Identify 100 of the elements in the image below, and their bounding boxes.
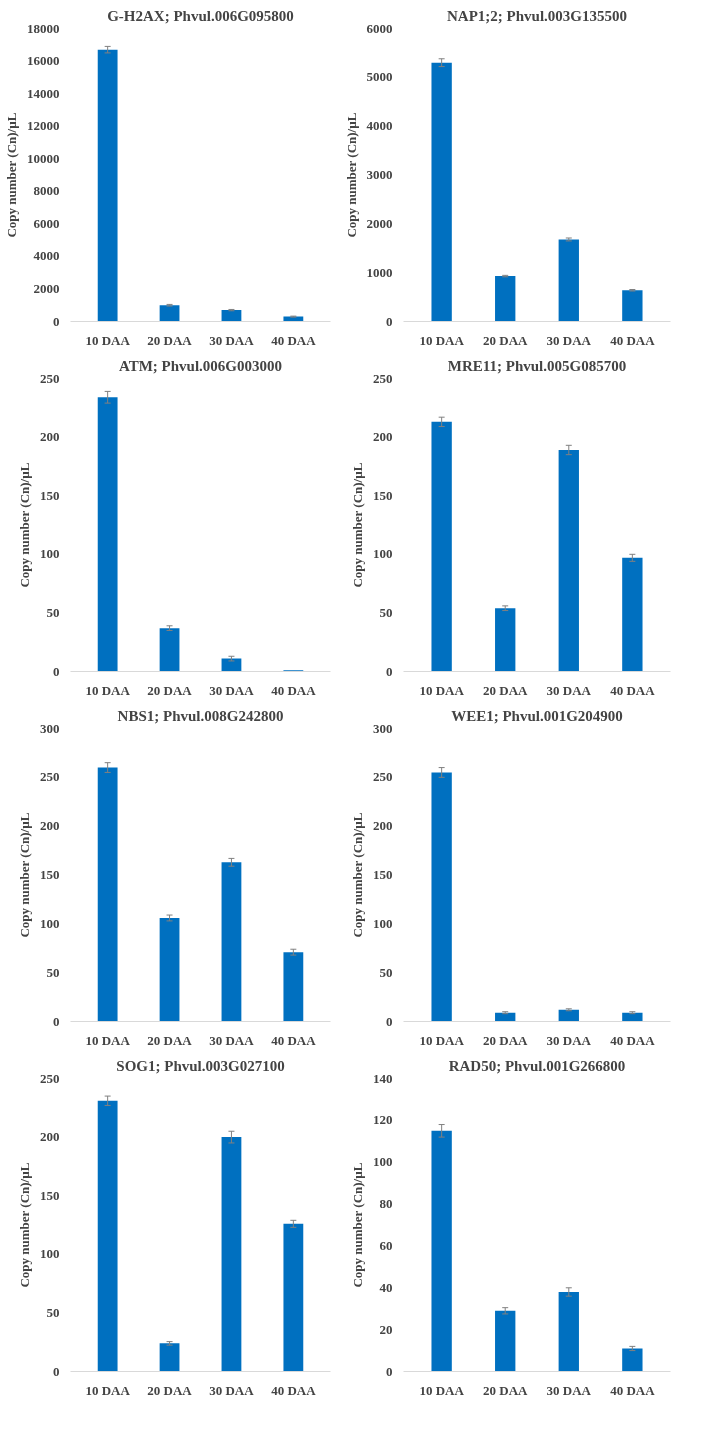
x-tick-label: 10 DAA bbox=[85, 332, 131, 348]
y-tick-label: 100 bbox=[40, 915, 60, 931]
y-axis-title: Copy number (Cn)/µL bbox=[17, 1162, 32, 1288]
y-tick-label: 6000 bbox=[33, 215, 60, 231]
y-tick-label: 5000 bbox=[366, 69, 393, 85]
y-tick-label: 120 bbox=[373, 1112, 393, 1128]
chart-title: ATM; Phvul.006G003000 bbox=[118, 357, 283, 374]
x-tick-label: 10 DAA bbox=[419, 682, 465, 698]
y-tick-label: 4000 bbox=[33, 248, 60, 264]
y-axis-title: Copy number (Cn)/µL bbox=[350, 462, 365, 588]
x-tick-label: 10 DAA bbox=[419, 332, 465, 348]
y-tick-label: 200 bbox=[373, 818, 393, 834]
y-tick-label: 0 bbox=[386, 313, 393, 329]
y-tick-label: 80 bbox=[379, 1196, 393, 1212]
y-axis-title: Copy number (Cn)/µL bbox=[17, 462, 32, 588]
x-tick-label: 30 DAA bbox=[209, 1032, 255, 1048]
chart-title: MRE11; Phvul.005G085700 bbox=[447, 357, 627, 374]
x-tick-label: 10 DAA bbox=[419, 1382, 465, 1398]
y-tick-label: 150 bbox=[373, 487, 393, 503]
x-tick-label: 30 DAA bbox=[209, 332, 255, 348]
y-tick-label: 100 bbox=[373, 546, 393, 562]
y-tick-label: 14000 bbox=[27, 85, 60, 101]
y-axis-title: Copy number (Cn)/µL bbox=[4, 112, 19, 238]
y-tick-label: 250 bbox=[373, 370, 393, 386]
y-tick-label: 300 bbox=[373, 720, 393, 736]
y-tick-label: 0 bbox=[386, 1013, 393, 1029]
x-tick-label: 40 DAA bbox=[271, 1032, 317, 1048]
x-tick-label: 30 DAA bbox=[546, 1382, 592, 1398]
x-tick-label: 30 DAA bbox=[209, 1382, 255, 1398]
y-tick-label: 2000 bbox=[33, 280, 60, 296]
y-tick-label: 150 bbox=[40, 487, 60, 503]
y-tick-label: 3000 bbox=[366, 167, 393, 182]
chart-title: NAP1;2; Phvul.003G135500 bbox=[447, 7, 627, 24]
chart-title: SOG1; Phvul.003G027100 bbox=[116, 1057, 285, 1074]
chart-title: G-H2AX; Phvul.006G095800 bbox=[107, 7, 294, 24]
y-tick-label: 300 bbox=[40, 720, 60, 736]
y-tick-label: 18000 bbox=[27, 20, 60, 36]
y-tick-label: 10000 bbox=[27, 150, 60, 166]
y-tick-label: 16000 bbox=[27, 53, 60, 69]
x-tick-label: 20 DAA bbox=[147, 682, 193, 698]
y-tick-label: 200 bbox=[373, 429, 393, 445]
y-tick-label: 150 bbox=[40, 867, 60, 882]
chart-title: WEE1; Phvul.001G204900 bbox=[451, 707, 623, 724]
y-tick-label: 20 bbox=[379, 1321, 393, 1337]
x-tick-label: 20 DAA bbox=[483, 682, 529, 698]
y-tick-label: 250 bbox=[40, 370, 60, 386]
y-tick-label: 0 bbox=[53, 663, 60, 679]
x-tick-label: 40 DAA bbox=[271, 682, 317, 698]
y-tick-label: 250 bbox=[373, 769, 393, 785]
x-tick-label: 20 DAA bbox=[483, 1382, 529, 1398]
y-tick-label: 200 bbox=[40, 818, 60, 834]
x-tick-label: 40 DAA bbox=[271, 1382, 317, 1398]
y-tick-label: 50 bbox=[46, 1304, 60, 1320]
y-tick-label: 0 bbox=[386, 1363, 393, 1379]
y-tick-label: 100 bbox=[40, 546, 60, 562]
y-axis-title: Copy number (Cn)/µL bbox=[17, 812, 32, 938]
x-tick-label: 20 DAA bbox=[147, 332, 193, 348]
y-tick-label: 50 bbox=[46, 604, 60, 620]
x-tick-label: 40 DAA bbox=[610, 332, 656, 348]
x-tick-label: 30 DAA bbox=[546, 682, 592, 698]
y-tick-label: 100 bbox=[40, 1246, 60, 1262]
y-tick-label: 140 bbox=[373, 1070, 393, 1086]
x-tick-label: 40 DAA bbox=[610, 1032, 656, 1048]
y-tick-label: 0 bbox=[53, 1363, 60, 1379]
y-axis-title: Copy number (Cn)/µL bbox=[343, 112, 359, 238]
y-tick-label: 2000 bbox=[366, 215, 393, 231]
x-tick-label: 20 DAA bbox=[483, 332, 529, 348]
x-tick-label: 30 DAA bbox=[209, 682, 255, 698]
x-tick-label: 40 DAA bbox=[610, 1382, 656, 1398]
y-tick-label: 200 bbox=[40, 429, 60, 445]
y-tick-label: 100 bbox=[373, 915, 393, 931]
x-tick-label: 10 DAA bbox=[85, 682, 131, 698]
y-tick-label: 0 bbox=[386, 663, 393, 679]
y-tick-label: 250 bbox=[40, 769, 60, 785]
y-axis-title: Copy number (Cn)/µL bbox=[350, 1162, 365, 1288]
y-axis-title: Copy number (Cn)/µL bbox=[350, 812, 365, 938]
x-tick-label: 40 DAA bbox=[271, 332, 317, 348]
y-tick-label: 200 bbox=[40, 1129, 60, 1145]
chart-title: RAD50; Phvul.001G266800 bbox=[448, 1057, 626, 1074]
y-tick-label: 1000 bbox=[366, 264, 393, 280]
y-tick-label: 50 bbox=[379, 964, 393, 980]
y-tick-label: 50 bbox=[46, 964, 60, 980]
y-tick-label: 12000 bbox=[27, 118, 60, 134]
y-tick-label: 250 bbox=[40, 1070, 60, 1086]
y-tick-label: 8000 bbox=[33, 183, 60, 199]
y-tick-label: 50 bbox=[379, 604, 393, 620]
y-tick-label: 60 bbox=[379, 1237, 393, 1253]
x-tick-label: 10 DAA bbox=[85, 1382, 131, 1398]
chart-title: NBS1; Phvul.008G242800 bbox=[117, 707, 284, 724]
y-tick-label: 0 bbox=[53, 1013, 60, 1029]
y-tick-label: 40 bbox=[379, 1279, 393, 1295]
y-tick-label: 150 bbox=[40, 1187, 60, 1203]
y-tick-label: 100 bbox=[373, 1154, 393, 1170]
y-tick-label: 150 bbox=[373, 867, 393, 882]
y-tick-label: 0 bbox=[53, 313, 60, 329]
x-tick-label: 30 DAA bbox=[546, 332, 592, 348]
x-tick-label: 20 DAA bbox=[483, 1032, 529, 1048]
x-tick-label: 20 DAA bbox=[147, 1032, 193, 1048]
y-tick-label: 4000 bbox=[366, 118, 393, 134]
x-tick-label: 10 DAA bbox=[85, 1032, 131, 1048]
